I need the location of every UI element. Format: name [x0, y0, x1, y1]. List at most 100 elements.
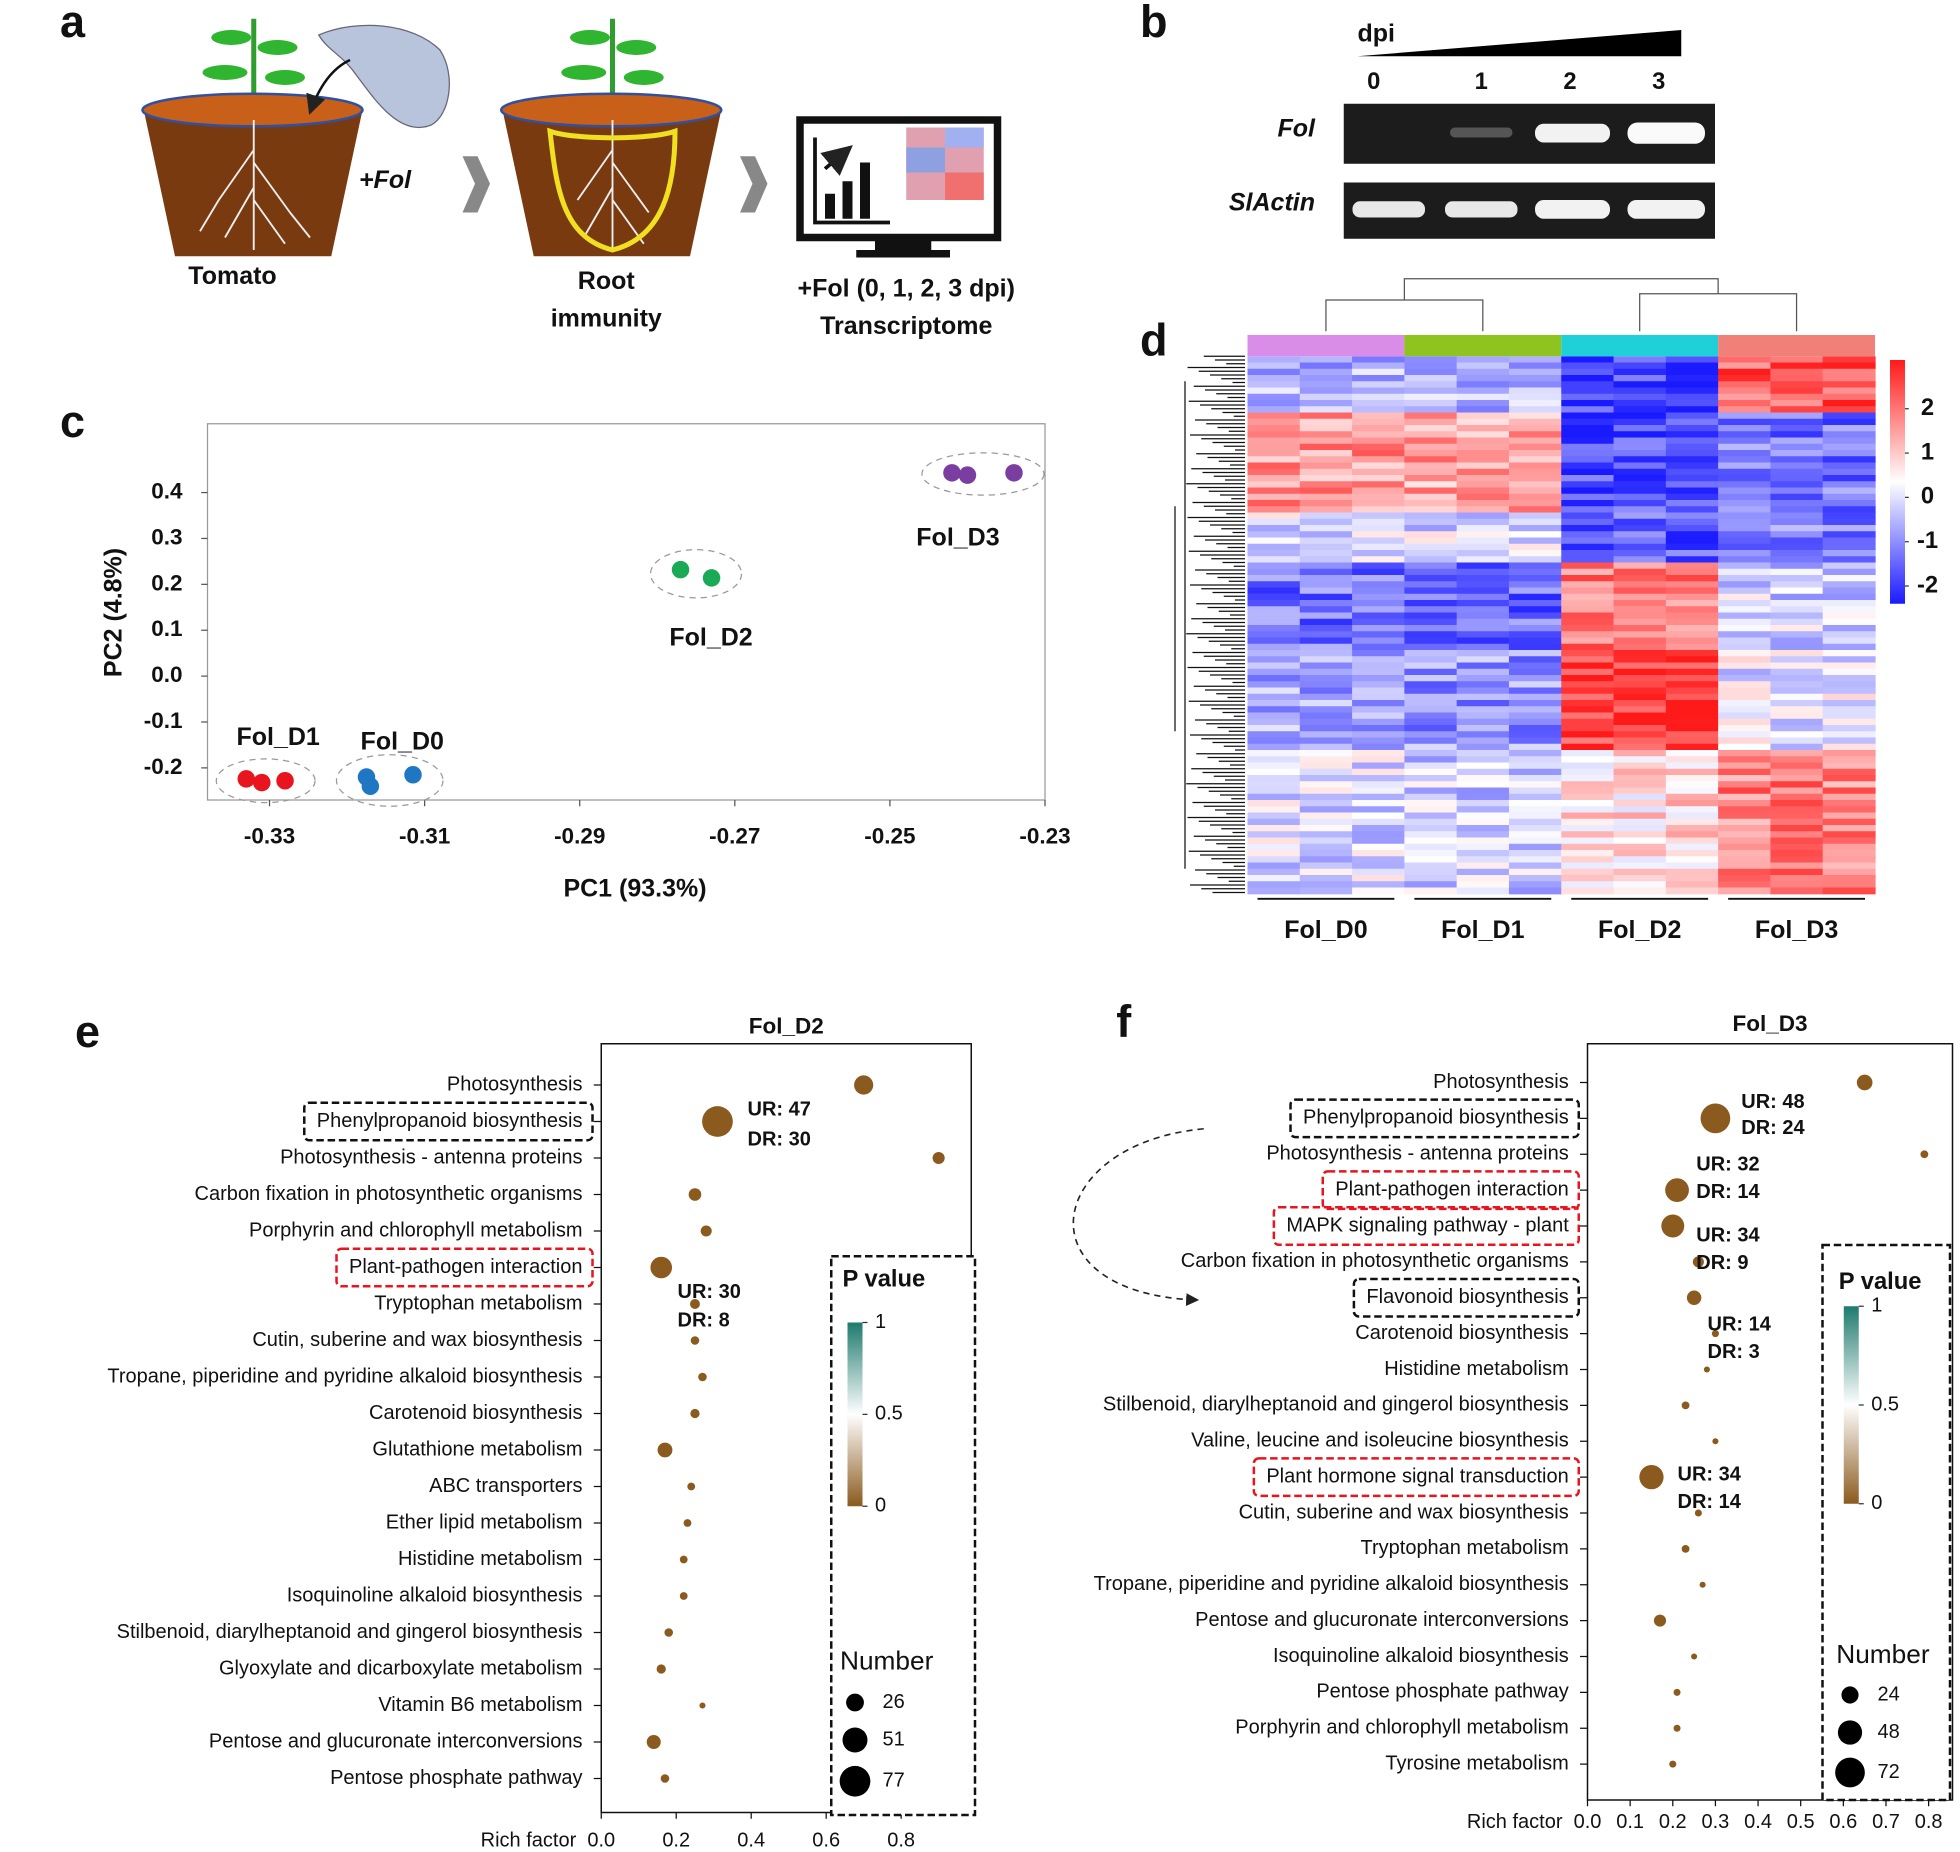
heatmap-cell — [1404, 800, 1458, 807]
heatmap-cell — [1247, 443, 1301, 451]
heatmap-cell — [1613, 818, 1667, 826]
heatmap-cell — [1822, 793, 1876, 801]
heatmap-cell — [1718, 468, 1772, 476]
heatmap-cell — [1456, 362, 1510, 370]
heatmap-cell — [1456, 487, 1510, 495]
heatmap-cell — [1665, 493, 1719, 501]
heatmap-cell — [1665, 593, 1719, 601]
heatmap-cell — [1770, 356, 1824, 364]
heatmap-cell — [1770, 768, 1824, 776]
heatmap-cell — [1822, 700, 1876, 707]
heatmap-cell — [1247, 706, 1301, 714]
y-axis-label: PC2 (4.8%) — [100, 548, 128, 677]
heatmap-cell — [1404, 693, 1458, 701]
y-tick-label: 0.0 — [151, 662, 182, 687]
heatmap-cell — [1247, 700, 1301, 707]
heatmap-cell — [1247, 681, 1301, 689]
heatmap-cell — [1561, 712, 1615, 720]
heatmap-cell — [1718, 387, 1772, 395]
heatmap-cell — [1822, 706, 1876, 714]
heatmap-cell — [1352, 431, 1405, 439]
heatmap-cell — [1822, 468, 1876, 476]
heatmap-cell — [1718, 450, 1772, 457]
y-tick-label: 0.2 — [151, 570, 182, 595]
heatmap-cell — [1299, 693, 1353, 701]
heatmap-cell — [1404, 843, 1458, 851]
heatmap-cell — [1613, 381, 1667, 389]
heatmap-cell — [1822, 668, 1876, 676]
heatmap-cell — [1718, 593, 1772, 601]
heatmap-cell — [1613, 587, 1667, 595]
heatmap-cell — [1718, 668, 1772, 676]
heatmap-cell — [1352, 412, 1405, 420]
group-bar — [1247, 335, 1405, 357]
panel-letter: b — [1140, 0, 1168, 47]
heatmap-cell — [1665, 750, 1719, 757]
heatmap-cell — [1352, 831, 1405, 839]
heatmap-cell — [1770, 456, 1824, 464]
heatmap-cell — [1770, 662, 1824, 670]
heatmap-cell — [1247, 368, 1301, 376]
y-tick-label: 0.3 — [151, 524, 182, 549]
heatmap-cell — [1247, 868, 1301, 876]
heatmap-cell — [1404, 825, 1458, 832]
heatmap-cell — [1404, 781, 1458, 789]
heatmap-cell — [1822, 843, 1876, 851]
point — [404, 766, 422, 784]
heatmap-cell — [1770, 412, 1824, 420]
heatmap-cell — [1299, 468, 1353, 476]
size-legend-bubble — [842, 1727, 868, 1753]
bubble — [1681, 1544, 1690, 1553]
heatmap-cell — [1613, 762, 1667, 770]
heatmap-cell — [1665, 393, 1719, 401]
heatmap-cell — [1456, 775, 1510, 782]
heatmap-cell — [1247, 675, 1301, 682]
heatmap-cell — [1299, 768, 1353, 776]
heatmap-cell — [1770, 537, 1824, 545]
heatmap-cell — [1299, 562, 1353, 570]
x-tick-label: 0.4 — [1744, 1811, 1772, 1833]
heatmap-cell — [1247, 625, 1301, 632]
heatmap-cell — [1508, 625, 1562, 632]
heatmap-cell — [1718, 881, 1772, 889]
heatmap-cell — [1822, 606, 1876, 614]
heatmap-cell — [1508, 493, 1562, 501]
pot-1 — [141, 18, 450, 257]
heatmap-cell — [1299, 675, 1353, 682]
heatmap-cell — [1247, 668, 1301, 676]
heatmap-cell — [1561, 475, 1615, 482]
heatmap-cell — [1404, 612, 1458, 620]
heatmap-cell — [1508, 881, 1562, 889]
heatmap-cell — [1561, 881, 1615, 889]
heatmap-cell — [1665, 543, 1719, 551]
heatmap-cell — [1299, 831, 1353, 839]
heatmap-cell — [1508, 868, 1562, 876]
heatmap-cell — [1352, 462, 1405, 470]
heatmap-cell — [1508, 693, 1562, 701]
heatmap-cell — [1561, 750, 1615, 757]
group-bar — [1718, 335, 1875, 357]
heatmap-cell — [1299, 481, 1353, 489]
heatmap-cell — [1770, 800, 1824, 807]
heatmap-cell — [1770, 618, 1824, 626]
heatmap-cell — [1613, 493, 1667, 501]
heatmap-cell — [1770, 675, 1824, 682]
heatmap-cell — [1665, 687, 1719, 695]
heatmap-cell — [1665, 668, 1719, 676]
heatmap-cell — [1718, 875, 1772, 882]
heatmap-cell — [1770, 575, 1824, 582]
colorbar — [847, 1322, 863, 1507]
heatmap-cell — [1456, 556, 1510, 564]
heatmap-cell — [1561, 525, 1615, 532]
category-label: Carbon fixation in photosynthetic organi… — [1181, 1250, 1569, 1272]
heatmap-cell — [1770, 368, 1824, 376]
heatmap-cell — [1508, 700, 1562, 707]
heatmap-cell — [1613, 681, 1667, 689]
heatmap-cell — [1613, 556, 1667, 564]
heatmap-cell — [1613, 625, 1667, 632]
heatmap-cell — [1665, 431, 1719, 439]
heatmap-cell — [1508, 518, 1562, 526]
heatmap-cell — [1665, 450, 1719, 457]
legend-title: Number — [1836, 1639, 1930, 1669]
heatmap-cell — [1247, 518, 1301, 526]
